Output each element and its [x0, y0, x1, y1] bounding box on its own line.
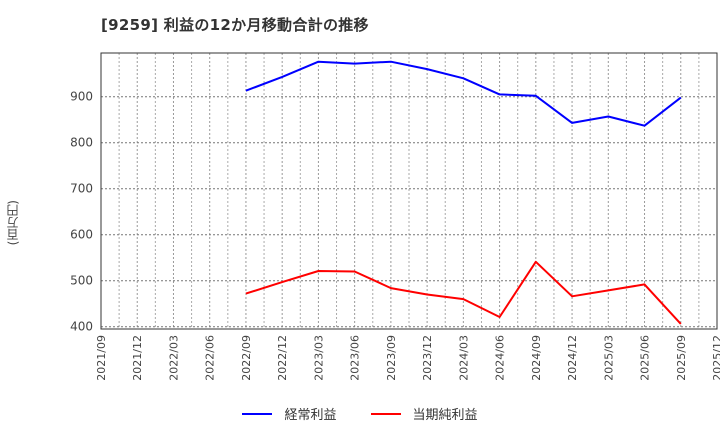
x-tick-label: 2022/03	[167, 335, 180, 381]
legend: 経常利益 当期純利益	[0, 404, 720, 423]
x-tick-label: 2025/06	[639, 335, 652, 381]
y-tick-label: 500	[70, 274, 93, 288]
plot-frame	[100, 52, 718, 330]
x-tick-label: 2024/03	[457, 335, 470, 381]
y-tick-label: 900	[70, 90, 93, 104]
x-tick-label: 2025/12	[711, 335, 720, 381]
x-tick-label: 2023/03	[312, 335, 325, 381]
y-tick-label: 400	[70, 320, 93, 334]
x-axis-ticks: 2021/09 2021/12 2022/03 2022/06 2022/09 2022/…	[95, 335, 720, 381]
x-tick-label: 2022/12	[276, 335, 289, 381]
data-lines	[245, 60, 682, 325]
legend-swatch-blue	[242, 412, 273, 415]
x-tick-label: 2023/12	[421, 335, 434, 381]
legend-label: 当期純利益	[412, 408, 478, 423]
x-tick-label: 2024/12	[566, 335, 579, 381]
x-tick-label: 2021/12	[131, 335, 144, 381]
x-tick-label: 2024/06	[494, 335, 507, 381]
legend-item-net-profit: 当期純利益	[370, 404, 478, 423]
x-tick-label: 2023/06	[349, 335, 362, 381]
x-tick-label: 2025/09	[675, 335, 688, 381]
series-line-ordinary-profit	[245, 60, 682, 127]
x-tick-label: 2021/09	[95, 335, 108, 381]
y-tick-label: 600	[70, 228, 93, 242]
legend-item-ordinary-profit: 経常利益	[242, 404, 337, 423]
chart-title: [9259] 利益の12か月移動合計の推移	[101, 16, 369, 34]
legend-label: 経常利益	[284, 408, 337, 423]
x-tick-label: 2023/09	[385, 335, 398, 381]
y-tick-label: 800	[70, 136, 93, 150]
legend-swatch-red	[370, 412, 401, 415]
x-tick-label: 2022/06	[204, 335, 217, 381]
x-tick-label: 2024/09	[530, 335, 543, 381]
x-tick-label: 2022/09	[240, 335, 253, 381]
grid-lines	[101, 53, 717, 329]
series-line-net-profit	[245, 260, 682, 325]
x-tick-label: 2025/03	[602, 335, 615, 381]
y-axis-ticks: 400 500 600 700 800 900	[70, 90, 93, 334]
y-tick-label: 700	[70, 182, 93, 196]
